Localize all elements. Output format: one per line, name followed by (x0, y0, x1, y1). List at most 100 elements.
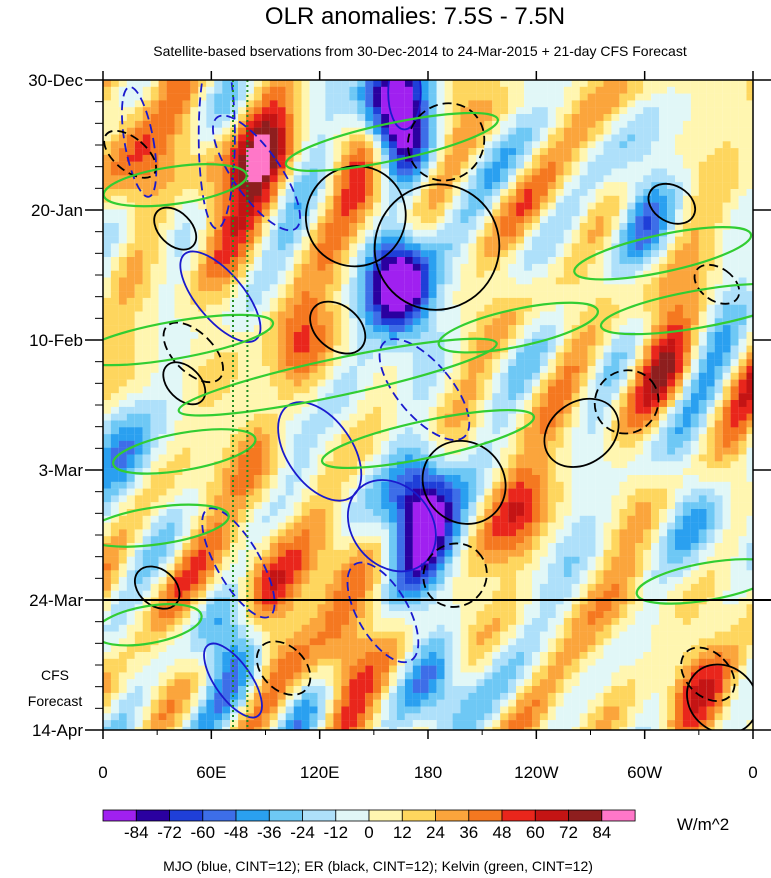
field-cell (476, 692, 485, 700)
field-cell (285, 440, 294, 448)
field-cell (150, 481, 159, 489)
field-cell (357, 332, 366, 339)
field-cell (508, 154, 517, 162)
field-cell (269, 195, 278, 203)
field-cell (468, 583, 477, 591)
field-cell (492, 107, 501, 115)
field-cell (206, 618, 215, 625)
field-cell (198, 699, 207, 707)
field-cell (214, 304, 223, 312)
field-cell (126, 692, 135, 700)
field-cell (349, 379, 358, 387)
field-cell (301, 590, 310, 598)
field-cell (182, 413, 191, 421)
field-cell (261, 127, 270, 135)
field-cell (357, 699, 366, 707)
field-cell (285, 263, 294, 271)
field-cell (269, 332, 278, 339)
field-cell (269, 645, 278, 653)
field-cell (460, 624, 469, 632)
field-cell (381, 175, 390, 183)
field-cell (206, 345, 215, 353)
field-cell (381, 311, 390, 319)
field-cell (452, 713, 461, 721)
field-cell (484, 100, 493, 108)
field-cell (381, 481, 390, 489)
field-cell (484, 297, 493, 305)
field-cell (436, 488, 445, 496)
field-cell (325, 720, 334, 728)
field-cell (484, 120, 493, 128)
field-cell (158, 304, 167, 312)
field-cell (381, 127, 390, 135)
field-cell (381, 468, 390, 476)
field-cell (381, 352, 390, 360)
field-cell (396, 120, 405, 128)
field-cell (468, 611, 477, 619)
field-cell (436, 332, 445, 339)
field-cell (420, 127, 429, 135)
field-cell (468, 509, 477, 516)
field-cell (468, 413, 477, 421)
field-cell (357, 325, 366, 333)
field-cell (182, 624, 191, 632)
field-cell (238, 495, 247, 503)
field-cell (214, 372, 223, 380)
field-cell (508, 277, 517, 285)
field-cell (317, 720, 326, 728)
field-cell (238, 243, 247, 251)
field-cell (110, 291, 119, 299)
field-cell (436, 706, 445, 714)
field-cell (277, 161, 286, 169)
field-cell (253, 611, 262, 619)
field-cell (126, 250, 135, 258)
field-cell (381, 509, 390, 516)
field-cell (277, 386, 286, 394)
field-cell (166, 372, 175, 380)
field-cell (500, 263, 509, 271)
field-cell (214, 563, 223, 571)
field-cell (373, 86, 382, 94)
field-cell (269, 638, 278, 646)
field-cell (166, 413, 175, 421)
field-cell (349, 543, 358, 550)
field-cell (230, 618, 239, 625)
field-cell (476, 243, 485, 251)
field-cell (476, 604, 485, 612)
field-cell (516, 93, 525, 101)
field-cell (317, 522, 326, 530)
field-cell (309, 529, 318, 537)
field-cell (484, 413, 493, 421)
field-cell (142, 570, 151, 578)
field-cell (389, 263, 397, 271)
field-cell (508, 345, 517, 353)
field-cell (476, 379, 485, 387)
field-cell (126, 624, 135, 632)
field-cell (277, 338, 286, 346)
field-cell (261, 80, 270, 87)
field-cell (404, 577, 413, 585)
field-cell (103, 400, 111, 407)
field-cell (142, 577, 151, 585)
field-cell (309, 379, 318, 387)
field-cell (420, 154, 429, 162)
field-cell (389, 100, 397, 108)
field-cell (222, 413, 231, 421)
field-cell (389, 590, 397, 598)
field-cell (166, 638, 175, 646)
field-cell (253, 86, 262, 94)
field-cell (158, 624, 167, 632)
field-cell (206, 488, 215, 496)
field-cell (246, 209, 254, 217)
field-cell (190, 420, 199, 428)
field-cell (396, 141, 405, 149)
field-cell (238, 359, 247, 367)
field-cell (460, 611, 469, 619)
field-cell (317, 229, 326, 237)
field-cell (508, 522, 517, 530)
field-cell (444, 679, 453, 687)
field-cell (174, 182, 183, 190)
field-cell (476, 386, 485, 394)
field-cell (110, 304, 119, 312)
field-cell (182, 141, 191, 149)
